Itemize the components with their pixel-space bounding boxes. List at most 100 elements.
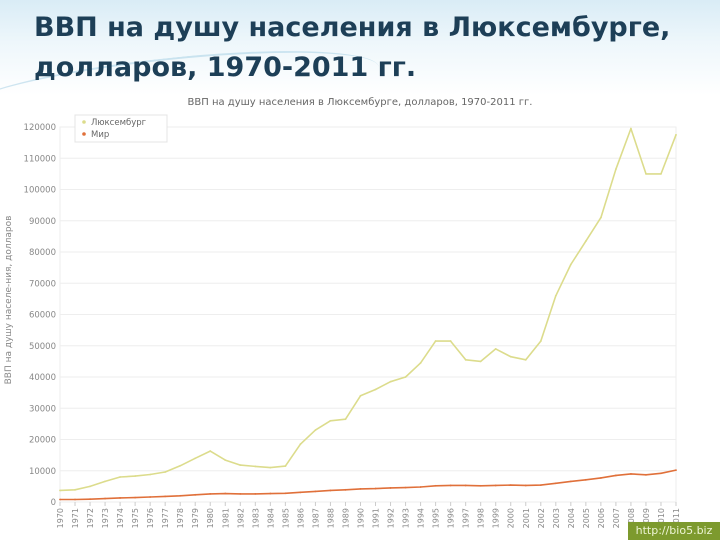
y-tick-label: 90000 — [29, 217, 56, 227]
data-point-luxembourg — [630, 127, 632, 130]
data-point-luxembourg — [675, 133, 677, 136]
data-point-world — [74, 498, 76, 501]
legend-swatch-world — [82, 132, 86, 136]
data-point-world — [224, 492, 227, 495]
x-tick-label: 2003 — [552, 508, 561, 528]
x-tick-label: 1996 — [447, 508, 456, 528]
data-point-world — [479, 484, 482, 487]
x-tick-label: 1973 — [101, 508, 110, 528]
data-point-world — [119, 497, 121, 499]
x-tick-label: 1992 — [387, 508, 396, 528]
x-tick-label: 1998 — [477, 508, 486, 528]
data-point-world — [239, 492, 242, 495]
data-point-world — [404, 486, 407, 489]
data-point-luxembourg — [314, 429, 317, 432]
data-point-luxembourg — [660, 172, 662, 175]
data-point-world — [675, 469, 677, 472]
data-point-luxembourg — [359, 394, 362, 397]
x-tick-label: 2010 — [657, 508, 666, 528]
y-tick-label: 40000 — [29, 373, 56, 383]
data-point-luxembourg — [269, 466, 272, 469]
y-tick-label: 120000 — [24, 123, 56, 133]
data-point-world — [630, 472, 632, 475]
data-point-luxembourg — [599, 216, 602, 219]
data-point-luxembourg — [344, 418, 347, 421]
x-tick-label: 1983 — [251, 508, 260, 528]
y-tick-label: 0 — [51, 498, 56, 508]
x-tick-label: 1986 — [296, 508, 305, 528]
data-point-luxembourg — [615, 168, 617, 171]
data-point-world — [179, 494, 182, 497]
data-point-world — [539, 484, 542, 487]
series-layer — [59, 127, 677, 501]
data-point-world — [554, 482, 557, 485]
x-tick-label: 1976 — [146, 508, 155, 528]
data-point-luxembourg — [584, 240, 587, 242]
data-point-luxembourg — [494, 347, 497, 350]
chart-legend: Люксембург Мир — [74, 114, 168, 143]
data-point-luxembourg — [569, 263, 572, 266]
y-tick-label: 110000 — [24, 154, 56, 164]
data-point-world — [314, 490, 317, 493]
data-point-world — [464, 484, 467, 487]
data-point-luxembourg — [284, 465, 287, 467]
data-point-world — [374, 487, 377, 490]
y-axis-label: ВВП на душу населе-ния, долларов — [4, 216, 14, 385]
x-tick-label: 1984 — [266, 508, 275, 528]
data-point-world — [660, 472, 662, 475]
data-point-luxembourg — [149, 473, 152, 476]
data-point-luxembourg — [524, 358, 527, 361]
data-point-world — [269, 492, 272, 495]
slide-title-line-2: долларов, 1970-2011 гг. — [34, 52, 417, 83]
series-line-luxembourg — [59, 127, 677, 492]
data-point-luxembourg — [434, 340, 437, 342]
legend-swatch-luxembourg — [82, 120, 86, 124]
grid-layer — [59, 126, 677, 506]
data-point-world — [59, 498, 61, 501]
data-point-luxembourg — [164, 471, 167, 473]
data-point-world — [509, 484, 512, 487]
data-point-world — [615, 474, 617, 477]
data-point-world — [209, 492, 212, 495]
data-point-luxembourg — [645, 172, 647, 175]
y-tick-label: 10000 — [29, 467, 56, 477]
slide-title-line-1: ВВП на душу населения в Люксембурге, — [34, 12, 671, 43]
x-tick-label: 1977 — [161, 508, 170, 528]
x-tick-label: 1975 — [131, 508, 140, 528]
data-point-world — [284, 492, 287, 495]
y-tick-label: 100000 — [24, 186, 56, 196]
chart-title: ВВП на душу населения в Люксембурге, дол… — [188, 97, 533, 108]
x-tick-label: 1990 — [356, 508, 365, 528]
slide-title: ВВП на душу населения в Люксембурге, дол… — [34, 8, 694, 88]
data-point-luxembourg — [479, 360, 482, 363]
data-point-world — [254, 492, 257, 495]
y-tick-label: 60000 — [29, 311, 56, 321]
series-line-world — [60, 469, 677, 501]
data-point-luxembourg — [329, 419, 332, 422]
data-point-world — [389, 487, 392, 489]
x-tick-label: 2000 — [507, 508, 516, 528]
data-point-world — [569, 480, 572, 483]
data-point-luxembourg — [119, 476, 121, 478]
data-point-world — [434, 484, 437, 487]
x-tick-label: 1970 — [56, 508, 65, 528]
y-tick-label: 50000 — [29, 342, 56, 352]
data-point-luxembourg — [209, 450, 212, 452]
x-tick-label: 2005 — [582, 508, 591, 528]
data-point-world — [299, 491, 302, 494]
x-tick-label: 2009 — [642, 508, 651, 528]
x-tick-label: 2007 — [612, 508, 621, 528]
x-tick-label: 2011 — [672, 508, 681, 528]
x-tick-label: 2001 — [522, 508, 531, 528]
x-tick-label: 1978 — [176, 508, 185, 528]
x-tick-label: 1980 — [206, 508, 215, 528]
data-point-luxembourg — [374, 388, 377, 391]
x-tick-label: 1994 — [417, 508, 426, 528]
data-point-luxembourg — [419, 362, 422, 364]
data-point-world — [599, 477, 602, 479]
x-tick-label: 1985 — [281, 508, 290, 528]
data-point-world — [645, 473, 647, 476]
data-point-luxembourg — [539, 340, 542, 342]
x-tick-label: 1972 — [86, 508, 95, 528]
x-tick-labels: 1970 1971 1972 1973 1974 1975 1976 1977 1978 1979… — [56, 508, 681, 528]
